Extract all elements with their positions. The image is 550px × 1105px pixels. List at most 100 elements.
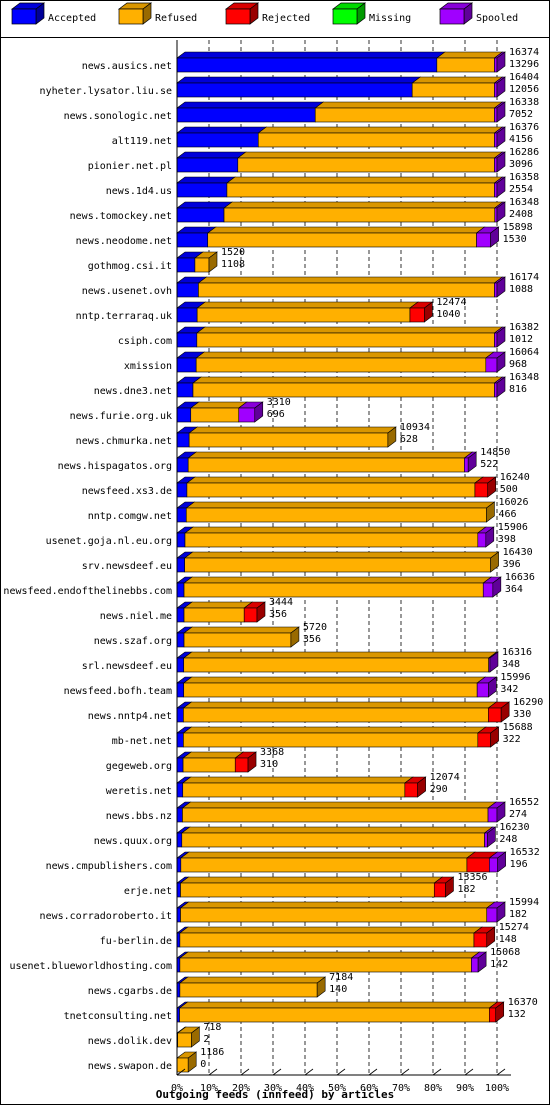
bar-top-alt119-net-accepted (176, 126, 268, 134)
value-offered-news-bbs-nz: 16552 (509, 797, 539, 808)
x-tick-label-10: 100% (485, 1083, 509, 1094)
bar-side-alt119-net (496, 126, 506, 148)
x-tick-label-6: 60% (360, 1083, 378, 1094)
value-accepted-alt119-net: 4156 (509, 134, 533, 145)
bar-erje-net-refused (180, 882, 435, 898)
legend-swatch-rejected (225, 8, 251, 25)
bar-side-news-ausics-net (496, 51, 506, 73)
value-accepted-csiph-com: 1012 (509, 334, 533, 345)
bar-news-szaf-org-accepted (176, 632, 185, 648)
bar-news-sonologic-net-refused (314, 107, 495, 123)
y-label-news-usenet-ovh: news.usenet.ovh (82, 286, 172, 297)
y-label-pionier-net-pl: pionier.net.pl (88, 161, 172, 172)
y-label-usenet-goja-nl-eu-org: usenet.goja.nl.eu.org (46, 536, 172, 547)
y-label-newsfeed-xs3-de: newsfeed.xs3.de (82, 486, 172, 497)
value-accepted-news-neodome-net: 1530 (503, 234, 527, 245)
bar-news-bbs-nz-refused (182, 807, 489, 823)
bar-news-ausics-net-refused (436, 57, 495, 73)
value-offered-news-ausics-net: 16374 (509, 47, 539, 58)
bar-newsfeed-endofthelinebbs-com-refused (183, 582, 484, 598)
value-offered-alt119-net: 16376 (509, 122, 539, 133)
x-tick-5 (336, 1068, 346, 1076)
bar-weretis-net-accepted (176, 782, 184, 798)
y-label-csiph-com: csiph.com (118, 336, 172, 347)
bar-news-quux-org-accepted (176, 832, 183, 848)
bar-top-fu-berlin-de-refused (178, 926, 483, 934)
bar-top-mb-net-net-refused (182, 726, 487, 734)
bar-mb-net-net-rejected (477, 732, 491, 748)
bar-xmission-accepted (176, 357, 197, 373)
bars (176, 51, 511, 1073)
value-accepted-srl-newsdeef-eu: 348 (502, 659, 520, 670)
x-tick-0 (176, 1068, 186, 1076)
bar-news-cmpublishers-com-accepted (176, 857, 182, 873)
bar-news-cgarbs-de-refused (179, 982, 318, 998)
bar-top-news-ausics-net-refused (435, 51, 504, 59)
bar-top-news-usenet-ovh-refused (197, 276, 504, 284)
bar-srv-newsdeef-eu-accepted (176, 557, 185, 573)
bar-news-cmpublishers-com-spooled (489, 857, 498, 873)
bar-side-news-bbs-nz (496, 801, 506, 823)
y-label-news-cgarbs-de: news.cgarbs.de (88, 986, 172, 997)
bar-csiph-com-spooled (494, 332, 498, 348)
y-label-gothmog-csi-it: gothmog.csi.it (88, 261, 172, 272)
bar-csiph-com-accepted (176, 332, 198, 348)
bar-side-news-swapon-de (187, 1051, 197, 1073)
value-offered-nntp-terraraq-uk: 12474 (436, 297, 466, 308)
x-tick-label-3: 30% (264, 1083, 282, 1094)
bar-side-nyheter-lysator-liu-se (496, 76, 506, 98)
bar-top-news-cmpublishers-com-refused (179, 851, 476, 859)
y-label-news-chmurka-net: news.chmurka.net (76, 436, 172, 447)
bar-top-weretis-net-refused (181, 776, 414, 784)
bar-side-news-neodome-net (490, 226, 499, 248)
y-label-news-nntp4-net: news.nntp4.net (88, 711, 172, 722)
y-label-nntp-terraraq-uk: nntp.terraraq.uk (76, 311, 172, 322)
y-label-news-niel-me: news.niel.me (100, 611, 172, 622)
value-offered-news-cgarbs-de: 7184 (329, 972, 353, 983)
bar-srl-newsdeef-eu-accepted (176, 657, 185, 673)
y-label-newsfeed-bofh-team: newsfeed.bofh.team (64, 686, 172, 697)
bar-top-csiph-com-refused (195, 326, 504, 334)
bar-top-news-tomockey-net-accepted (176, 201, 233, 209)
bar-top-news-chmurka-net-refused (188, 426, 397, 434)
y-label-usenet-blueworldhosting-com: usenet.blueworldhosting.com (9, 961, 172, 972)
bar-top-nntp-comgw-net-refused (185, 501, 496, 509)
value-accepted-news-bbs-nz: 274 (509, 809, 527, 820)
value-accepted-news-swapon-de: 0 (200, 1059, 206, 1070)
bar-newsfeed-endofthelinebbs-com-spooled (482, 582, 494, 598)
bar-news-hispagatos-org-spooled (464, 457, 469, 473)
bar-news-corradoroberto-it-accepted (176, 907, 181, 923)
y-label-srv-newsdeef-eu: srv.newsdeef.eu (82, 561, 172, 572)
x-tick-2 (240, 1068, 250, 1076)
bar-top-newsfeed-bofh-team-refused (182, 676, 487, 684)
y-label-nyheter-lysator-liu-se: nyheter.lysator.liu.se (40, 86, 172, 97)
bar-side-news-1d4-us (496, 176, 506, 198)
bar-newsfeed-xs3-de-accepted (176, 482, 188, 498)
bar-side-nntp-terraraq-uk (424, 301, 433, 323)
bar-news-usenet-ovh-spooled (494, 282, 498, 298)
value-offered-news-swapon-de: 1186 (200, 1047, 224, 1058)
bar-news-ausics-net-accepted (176, 57, 438, 73)
bar-news-tomockey-net-accepted (176, 207, 225, 223)
bar-side-erje-net (445, 876, 454, 898)
bar-news-cmpublishers-com-refused (180, 857, 468, 873)
value-offered-newsfeed-bofh-team: 15996 (500, 672, 530, 683)
bar-news-hispagatos-org-accepted (176, 457, 189, 473)
y-label-news-szaf-org: news.szaf.org (94, 636, 172, 647)
y-label-mb-net-net: mb-net.net (112, 736, 172, 747)
x-tick-10 (496, 1068, 506, 1076)
bar-news-dolik-dev-refused (177, 1032, 192, 1048)
value-offered-weretis-net: 12074 (430, 772, 460, 783)
bar-alt119-net-refused (257, 132, 495, 148)
legend-label-accepted: Accepted (48, 13, 96, 24)
y-label-erje-net: erje.net (124, 886, 172, 897)
value-accepted-gothmog-csi-it: 1108 (221, 259, 245, 270)
bar-nyheter-lysator-liu-se-refused (411, 82, 495, 98)
bar-top-news-sonologic-net-accepted (176, 101, 325, 109)
bar-usenet-blueworldhosting-com-spooled (471, 957, 479, 973)
value-offered-nntp-comgw-net: 16026 (498, 497, 528, 508)
bar-news-bbs-nz-spooled (487, 807, 498, 823)
y-label-news-neodome-net: news.neodome.net (76, 236, 172, 247)
bar-top-nyheter-lysator-liu-se-refused (411, 76, 504, 84)
